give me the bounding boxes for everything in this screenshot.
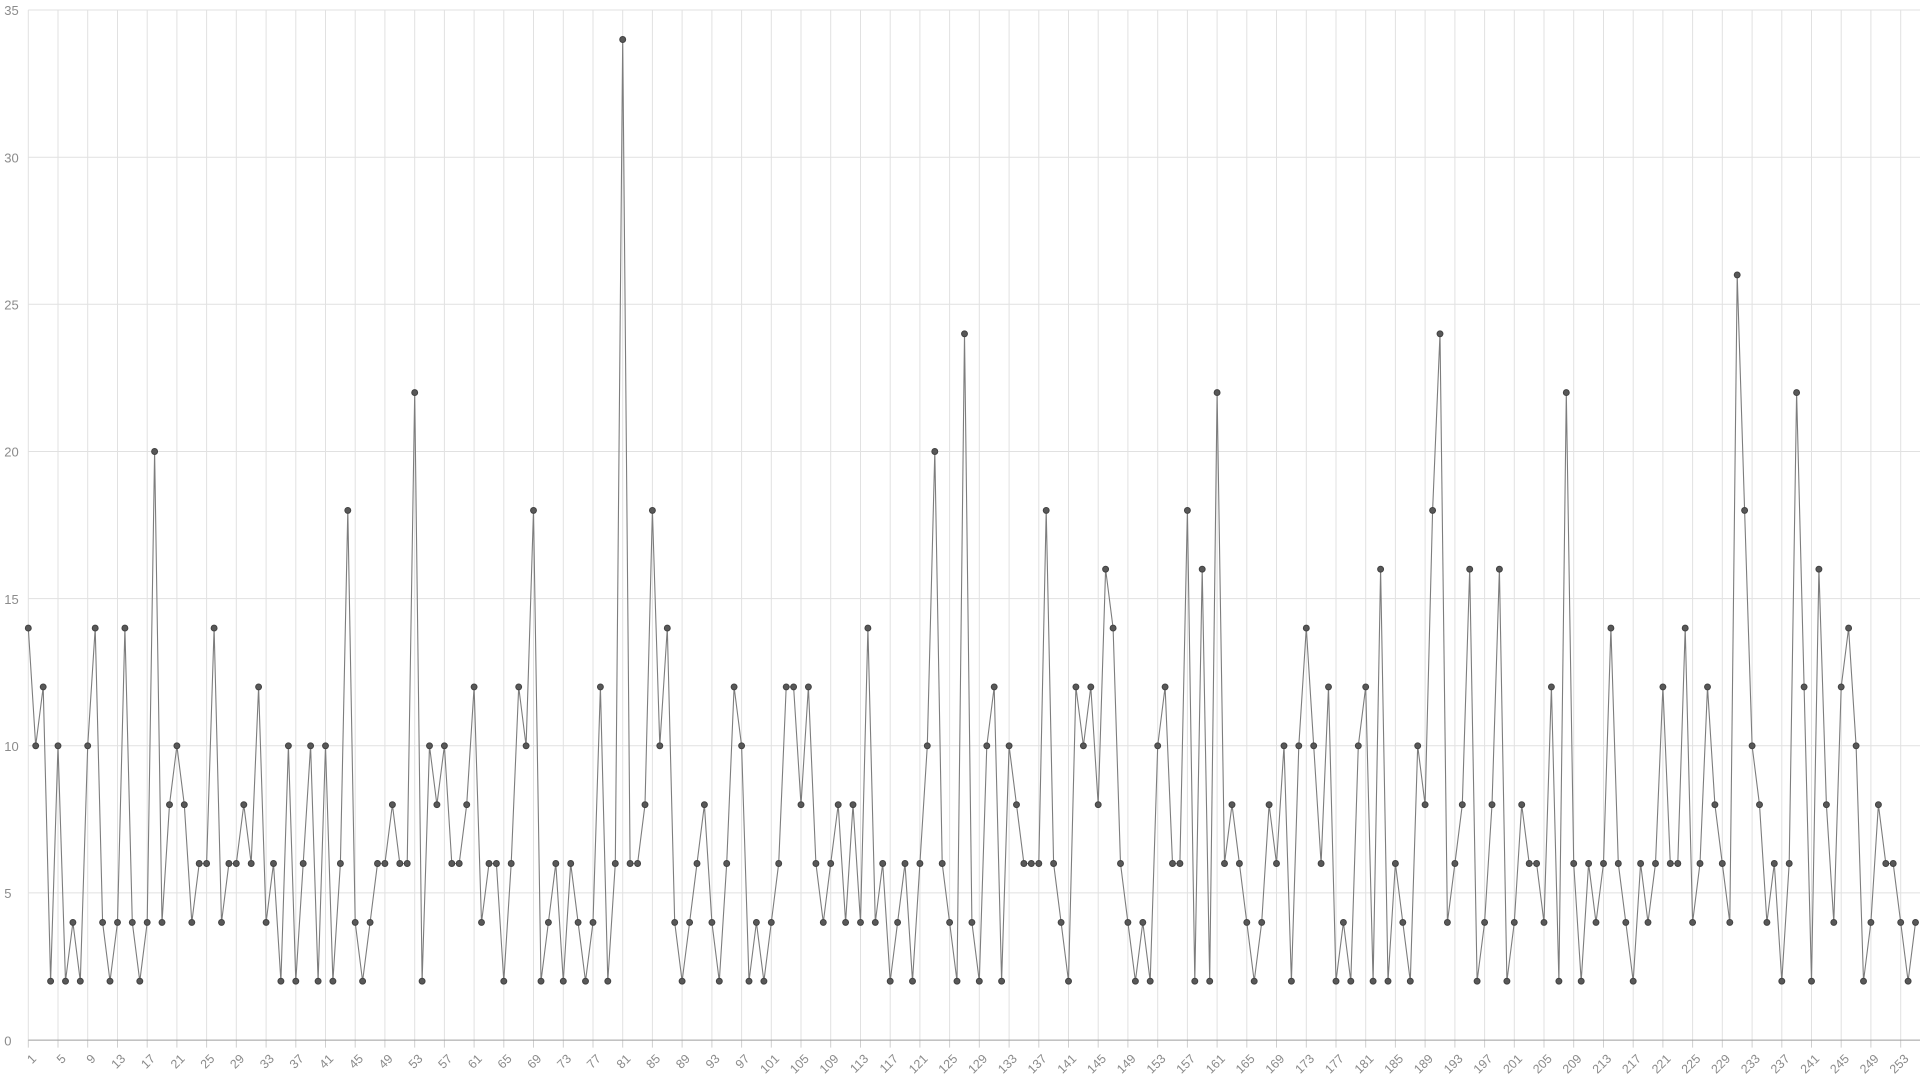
svg-text:0: 0 [4,1033,11,1048]
svg-text:25: 25 [4,298,18,313]
svg-text:15: 15 [4,592,18,607]
svg-text:35: 35 [4,3,18,18]
svg-text:5: 5 [4,886,11,901]
svg-text:20: 20 [4,445,18,460]
svg-text:30: 30 [4,150,18,165]
svg-text:10: 10 [4,739,18,754]
